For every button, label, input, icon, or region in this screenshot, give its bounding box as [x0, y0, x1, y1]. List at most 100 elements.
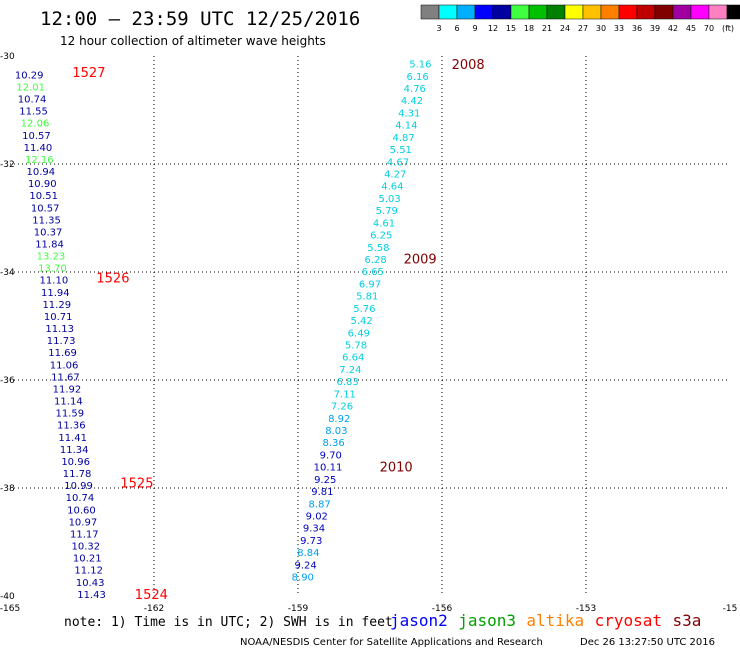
- wave-height-label: 10.51: [29, 191, 58, 202]
- note-text: note: 1) Time is in UTC; 2) SWH is in fe…: [64, 615, 393, 630]
- wave-height-label: 11.14: [54, 397, 83, 408]
- wave-height-label: 11.17: [70, 529, 99, 540]
- wave-height-label: 11.84: [35, 239, 64, 250]
- wave-height-label: 4.61: [373, 218, 395, 229]
- colorbar-swatch: [564, 4, 584, 20]
- x-tick-label: -162: [144, 604, 164, 614]
- wave-height-label: 4.67: [387, 157, 409, 168]
- credit-text: NOAA/NESDIS Center for Satellite Applica…: [240, 637, 543, 648]
- track-number-label: 2009: [404, 253, 437, 268]
- colorbar-label: 18: [524, 24, 534, 33]
- y-tick-label: -36: [0, 376, 15, 386]
- wave-height-label: 11.69: [48, 348, 77, 359]
- wave-height-label: 10.71: [44, 312, 73, 323]
- track-number-label: 1527: [72, 66, 105, 81]
- chart-title: 12:00 – 23:59 UTC 12/25/2016: [40, 8, 360, 30]
- wave-height-label: 6.64: [342, 353, 364, 364]
- timestamp-text: Dec 26 13:27:50 UTC 2016: [580, 637, 715, 648]
- colorbar-swatch: [690, 4, 710, 20]
- wave-height-label: 12.06: [21, 119, 50, 130]
- wave-height-label: 5.42: [350, 316, 372, 327]
- wave-height-label: 6.16: [406, 72, 428, 83]
- wave-height-label: 5.16: [409, 60, 431, 71]
- wave-height-label: 5.58: [367, 243, 389, 254]
- wave-height-label: 10.97: [69, 517, 98, 528]
- y-tick-label: -40: [0, 592, 15, 602]
- wave-height-label: 10.43: [76, 578, 105, 589]
- wave-height-label: 11.34: [60, 445, 89, 456]
- wave-height-label: 10.99: [64, 481, 93, 492]
- wave-height-label: 5.03: [378, 194, 400, 205]
- x-tick-label: -159: [288, 604, 309, 614]
- colorbar-label: 6: [454, 24, 459, 33]
- y-tick-label: -38: [0, 484, 15, 494]
- wave-height-label: 10.60: [67, 505, 96, 516]
- wave-height-label: 11.12: [74, 566, 103, 577]
- wave-height-label: 11.29: [42, 300, 71, 311]
- y-tick-label: -30: [0, 52, 15, 62]
- wave-height-label: 11.40: [24, 143, 53, 154]
- track-labels: 1527 1526 1525 1524 2008 2009 2010: [72, 58, 484, 603]
- colorbar-swatch: [672, 4, 692, 20]
- wave-height-label: 10.11: [314, 463, 343, 474]
- wave-height-label: 11.78: [63, 469, 92, 480]
- y-tick-label: -34: [0, 268, 15, 278]
- wave-height-label: 9.73: [300, 536, 322, 547]
- x-tick-label: -15: [723, 604, 738, 614]
- colorbar-label: 12: [488, 24, 498, 33]
- wave-height-label: 11.10: [40, 276, 69, 287]
- colorbar-swatch: [456, 4, 476, 20]
- wave-height-label: 9.02: [306, 511, 328, 522]
- wave-height-label: 8.03: [325, 426, 347, 437]
- colorbar-label: 39: [650, 24, 660, 33]
- wave-height-label: 11.67: [51, 372, 80, 383]
- colorbar-swatch: [618, 4, 638, 20]
- wave-height-label: 4.42: [401, 96, 423, 107]
- mission-legend-item: jason3: [458, 611, 516, 630]
- wave-height-label: 9.24: [294, 560, 316, 571]
- colorbar-swatch: [492, 4, 512, 20]
- colorbar-swatch: [726, 4, 740, 20]
- colorbar-swatch: [420, 4, 440, 20]
- wave-height-label: 11.43: [77, 590, 106, 601]
- mission-legend-item: cryosat: [595, 611, 662, 630]
- track-number-label: 2010: [380, 460, 413, 475]
- wave-height-label: 5.81: [356, 292, 378, 303]
- x-tick-label: -156: [432, 604, 453, 614]
- mission-legend-item: jason2: [390, 611, 448, 630]
- colorbar-swatch: [438, 4, 458, 20]
- wave-height-label: 11.41: [58, 433, 87, 444]
- colorbar-label: 24: [560, 24, 570, 33]
- wave-height-label: 5.79: [376, 206, 398, 217]
- wave-height-label: 11.92: [53, 384, 82, 395]
- x-tick-label: -165: [0, 604, 20, 614]
- colorbar-label: 42: [668, 24, 678, 33]
- wave-height-label: 4.14: [395, 121, 417, 132]
- wave-height-label: 9.70: [320, 450, 342, 461]
- wave-height-label: 11.13: [45, 324, 74, 335]
- colorbar-swatch: [636, 4, 656, 20]
- colorbar-swatch: [546, 4, 566, 20]
- colorbar-swatch: [654, 4, 674, 20]
- wave-height-label: 5.51: [390, 145, 412, 156]
- wave-height-label: 10.32: [71, 542, 100, 553]
- wave-height-label: 4.64: [381, 182, 403, 193]
- colorbar-unit: (ft): [722, 24, 734, 33]
- mission-legend: jason2 jason3 altika cryosat s3a: [390, 611, 701, 630]
- wave-height-label: 11.36: [57, 421, 86, 432]
- colorbar-label: 9: [472, 24, 477, 33]
- chart-subtitle: 12 hour collection of altimeter wave hei…: [60, 34, 326, 48]
- wave-height-label: 10.37: [34, 227, 63, 238]
- track-number-label: 1524: [135, 588, 168, 603]
- wave-height-label: 4.27: [384, 169, 406, 180]
- wave-height-label: 6.65: [362, 267, 384, 278]
- wave-height-label: 5.78: [345, 340, 367, 351]
- wave-height-label: 10.57: [31, 203, 60, 214]
- axis-tick-labels: -30 -32 -34 -36 -38 -40 -165 -162 -159 -156 -153 -1…: [0, 52, 737, 614]
- wave-height-label: 11.35: [32, 215, 61, 226]
- wave-height-label: 11.06: [50, 360, 79, 371]
- colorbar-swatch: [528, 4, 548, 20]
- wave-height-label: 9.25: [314, 475, 336, 486]
- wave-height-label: 7.11: [334, 389, 356, 400]
